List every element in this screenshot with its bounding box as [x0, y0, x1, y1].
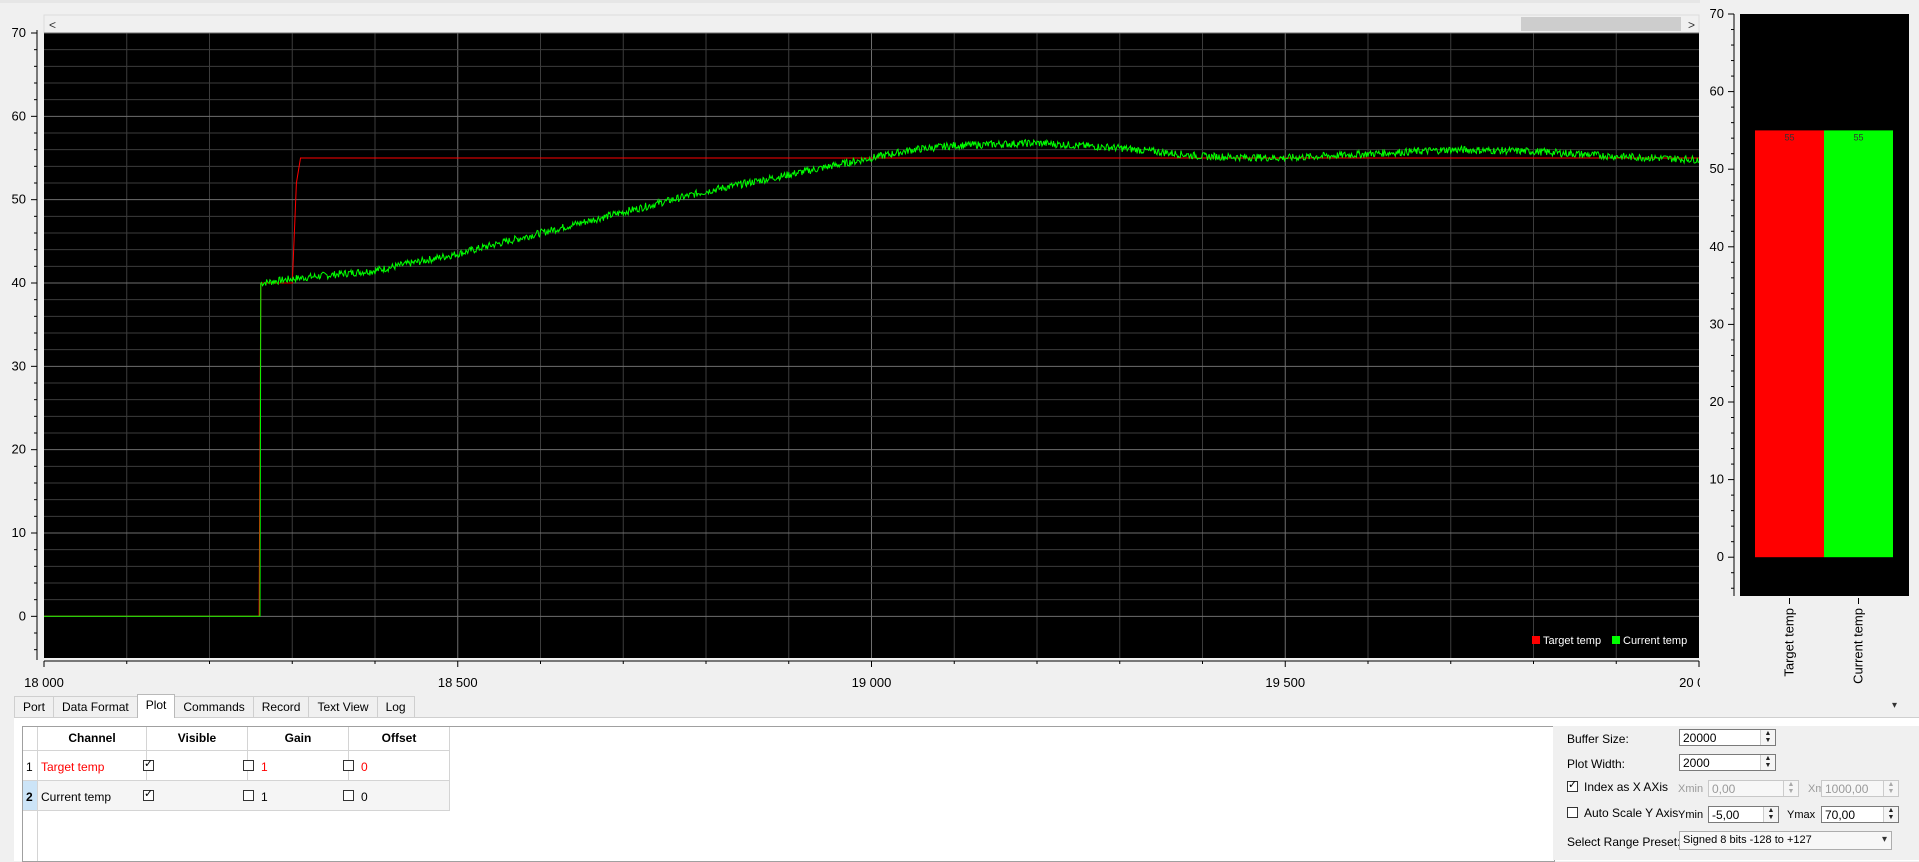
y-tick-label: 10: [12, 525, 26, 540]
tab-text-view[interactable]: Text View: [308, 696, 378, 717]
xmin-label: Xmin: [1678, 783, 1704, 795]
range-preset-select[interactable]: Signed 8 bits -128 to +127 ▾: [1679, 831, 1892, 850]
tab-bar: Port Data Format Plot Commands Record Te…: [14, 694, 415, 718]
chevron-down-icon: ▾: [1881, 834, 1887, 845]
scroll-right-arrow[interactable]: >: [1688, 18, 1695, 32]
tab-data-format[interactable]: Data Format: [53, 696, 138, 717]
plot-lines: [44, 138, 1700, 617]
offset-checkbox[interactable]: [343, 760, 354, 771]
row-index: 1: [26, 760, 33, 774]
horizontal-scrollbar[interactable]: < >: [43, 14, 1700, 34]
spin-arrows-icon[interactable]: ▲ ▼: [1763, 807, 1778, 822]
row-index: 2: [26, 790, 33, 804]
gain-checkbox[interactable]: [243, 790, 254, 801]
col-header-visible: Visible: [177, 731, 217, 745]
settings-panel: Buffer Size: 20000 ▲ ▼ Plot Width: 2000 ▲ ▼ …: [1553, 726, 1919, 860]
scrollbar-thumb[interactable]: [1521, 17, 1681, 31]
ymax-spinbox[interactable]: 70,00 ▲ ▼: [1821, 806, 1899, 823]
ymin-spinbox[interactable]: -5,00 ▲ ▼: [1708, 806, 1779, 823]
gain-value[interactable]: 1: [261, 790, 268, 804]
panel-menu-arrow[interactable]: ▾: [1892, 700, 1898, 711]
ymax-label: Ymax: [1787, 809, 1816, 821]
col-header-gain: Gain: [284, 731, 312, 745]
legend-swatch-target: [1532, 636, 1540, 644]
bar-panel: 70 60 50 40 30 20 10 0 55 55 Target temp Current …: [1710, 6, 1909, 684]
bar-value-label: 55: [1784, 132, 1794, 142]
x-tick-label: 19 000: [852, 675, 892, 690]
xmin-spinbox[interactable]: 0,00 ▲ ▼: [1708, 780, 1799, 797]
y-tick-label: 20: [12, 442, 26, 457]
gain-value[interactable]: 1: [261, 760, 268, 774]
ymin-label: Ymin: [1678, 809, 1704, 821]
auto-scale-y-label[interactable]: Auto Scale Y Axis: [1584, 806, 1679, 820]
index-as-x-label[interactable]: Index as X AXis: [1584, 780, 1669, 794]
col-header-channel: Channel: [68, 731, 116, 745]
y-tick-label: 70: [12, 25, 26, 40]
spin-arrows-icon[interactable]: ▲ ▼: [1760, 755, 1775, 770]
tab-commands[interactable]: Commands: [174, 696, 254, 717]
spin-arrows-icon[interactable]: ▲ ▼: [1883, 807, 1898, 822]
channel-name[interactable]: Target temp: [41, 760, 105, 774]
plot-width-spinbox[interactable]: 2000 ▲ ▼: [1679, 754, 1776, 771]
x-tick-label: 19 500: [1265, 675, 1305, 690]
x-axis: 18 000 18 500 19 000 19 500 20 000: [24, 660, 1700, 690]
bar-current-temp: [1824, 130, 1893, 558]
col-header-offset: Offset: [381, 731, 417, 745]
range-preset-label: Select Range Preset:: [1567, 835, 1681, 849]
y-tick-label: 30: [12, 358, 26, 373]
tab-record[interactable]: Record: [252, 696, 310, 717]
gain-checkbox[interactable]: [243, 760, 254, 771]
spin-arrows-icon[interactable]: ▲ ▼: [1760, 730, 1775, 745]
channel-table: Channel Visible Gain Offset 1 Target tem…: [22, 726, 1555, 862]
bar-y-tick-label: 30: [1710, 316, 1724, 331]
legend-label-target: Target temp: [1543, 635, 1601, 647]
spin-arrows-icon[interactable]: ▲ ▼: [1783, 781, 1798, 796]
bar-y-tick-label: 10: [1710, 472, 1724, 487]
buffer-size-label: Buffer Size:: [1567, 732, 1629, 746]
bar-y-tick-label: 40: [1710, 239, 1724, 254]
bar-y-axis: 70 60 50 40 30 20 10 0: [1710, 6, 1735, 596]
bar-value-label: 55: [1853, 132, 1863, 142]
visible-checkbox[interactable]: [143, 757, 154, 771]
index-as-x-checkbox[interactable]: [1567, 778, 1578, 792]
visible-checkbox[interactable]: [143, 787, 154, 801]
series-line-current-temp: [44, 138, 1700, 617]
tab-log[interactable]: Log: [376, 696, 415, 717]
scroll-left-arrow[interactable]: <: [49, 18, 56, 32]
offset-value[interactable]: 0: [361, 790, 368, 804]
y-tick-label: 0: [19, 608, 26, 623]
bar-category-labels: Target temp Current temp: [1782, 598, 1866, 684]
plot-width-label: Plot Width:: [1567, 757, 1626, 771]
plot-area[interactable]: 70 60 50 40 30 20 10 0 < > 18 000 18 500 19 000 19…: [0, 0, 1700, 700]
spin-arrows-icon[interactable]: ▲ ▼: [1883, 781, 1898, 796]
bar-marks: 55 55: [1755, 130, 1893, 558]
offset-value[interactable]: 0: [361, 760, 368, 774]
buffer-size-spinbox[interactable]: 20000 ▲ ▼: [1679, 729, 1776, 746]
bar-target-temp: [1755, 130, 1824, 558]
bar-y-tick-label: 50: [1710, 161, 1724, 176]
x-tick-label: 20 000: [1679, 675, 1700, 690]
x-tick-label: 18 500: [438, 675, 478, 690]
bar-y-tick-label: 70: [1710, 6, 1724, 21]
y-tick-label: 60: [12, 108, 26, 123]
tab-plot[interactable]: Plot: [136, 694, 176, 718]
xmax-spinbox[interactable]: 1000,00 ▲ ▼: [1821, 780, 1899, 797]
y-axis: 70 60 50 40 30 20 10 0: [12, 25, 37, 651]
legend-swatch-current: [1612, 636, 1620, 644]
legend-label-current: Current temp: [1623, 635, 1687, 647]
bar-y-tick-label: 0: [1717, 549, 1724, 564]
tab-port[interactable]: Port: [14, 696, 55, 717]
plot-legend: Target temp Current temp: [1532, 635, 1687, 647]
bar-category-label: Current temp: [1851, 608, 1866, 684]
bar-y-tick-label: 20: [1710, 394, 1724, 409]
plot-grid: [44, 32, 1699, 658]
y-tick-label: 50: [12, 192, 26, 207]
x-tick-label: 18 000: [24, 675, 64, 690]
offset-checkbox[interactable]: [343, 790, 354, 801]
channel-name[interactable]: Current temp: [41, 790, 112, 804]
bar-category-label: Target temp: [1782, 608, 1797, 677]
auto-scale-y-checkbox[interactable]: [1567, 807, 1578, 818]
bar-y-tick-label: 60: [1710, 84, 1724, 99]
y-tick-label: 40: [12, 275, 26, 290]
